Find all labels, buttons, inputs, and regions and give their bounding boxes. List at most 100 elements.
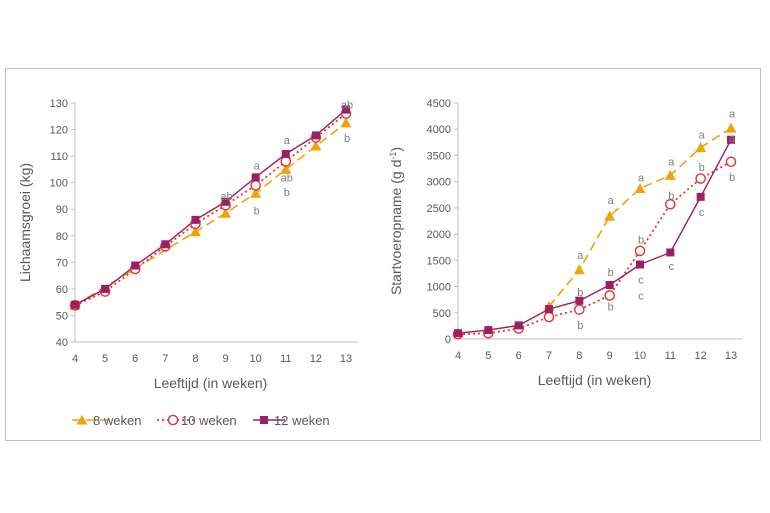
left-y-tick-label: 40 (56, 337, 68, 349)
right-point-10-weken (725, 156, 737, 168)
figure-frame (5, 68, 761, 441)
right-series-line-12-weken (457, 139, 732, 334)
right-significance-letter: c (638, 275, 644, 287)
right-point-10-weken (604, 290, 615, 301)
left-point-12-weken (161, 240, 170, 249)
left-y-tick-label: 120 (50, 125, 68, 137)
right-point-12-weken (454, 329, 462, 338)
legend-label-10-weken: 10 weken (181, 413, 237, 428)
right-significance-letter: a (668, 157, 675, 169)
right-point-12-weken (666, 248, 675, 257)
left-point-12-weken (311, 131, 320, 140)
chart-lichaamsgroei: 40 50 60 70 80 90 100 110 120 130 4 5 6 7 8 9 10 11 12 13 Le… (17, 98, 358, 391)
right-point-12-weken (514, 321, 523, 330)
left-x-tick-label: 9 (222, 353, 228, 365)
right-x-axis-label: Leeftijd (in weken) (538, 372, 652, 388)
left-y-axis-label: Lichaamsgroei (kg) (17, 163, 33, 282)
left-point-12-weken (71, 300, 79, 309)
legend-label-12-weken: 12 weken (274, 413, 330, 428)
legend-item-12-weken: 12 weken (253, 413, 330, 428)
right-y-tick-label: 500 (433, 308, 451, 320)
right-significance-letter: c (669, 261, 675, 273)
left-significance-letter: ab (341, 99, 353, 111)
right-significance-letter: a (638, 172, 645, 184)
left-point-8-weken (280, 163, 292, 174)
right-significance-letter: c (699, 207, 705, 219)
right-x-tick-label: 13 (725, 350, 737, 362)
left-x-tick-label: 10 (250, 353, 262, 365)
right-point-12-weken (545, 305, 553, 314)
left-point-8-weken (250, 187, 262, 198)
right-y-axis-label: Startvoeropname (g d-1) (388, 147, 404, 295)
right-y-tick-label: 3500 (427, 150, 451, 162)
left-point-12-weken (191, 215, 200, 224)
right-point-10-weken (574, 304, 585, 315)
right-point-12-weken (636, 260, 644, 269)
right-point-8-weken (725, 122, 737, 133)
right-significance-letter: b (729, 172, 735, 184)
right-significance-letter: a (729, 133, 736, 145)
left-y-tick-label: 90 (56, 204, 68, 216)
right-significance-letter: c (638, 290, 644, 302)
right-y-tick-label: 4500 (427, 98, 451, 110)
right-x-tick-label: 6 (516, 350, 522, 362)
right-point-8-weken (634, 182, 646, 193)
left-x-tick-label: 11 (280, 353, 291, 365)
right-point-8-weken (604, 210, 616, 221)
right-point-10-weken (665, 198, 676, 210)
left-x-tick-label: 5 (102, 353, 108, 365)
left-y-tick-label: 100 (50, 178, 68, 190)
left-point-8-weken (189, 226, 201, 237)
left-x-tick-label: 6 (132, 353, 138, 365)
chart-startvoeropname: 0 500 1000 1500 2000 2500 3000 3500 4000 4500 4 5 6 7… (388, 98, 743, 388)
left-point-12-weken (342, 105, 350, 114)
left-x-axis-label: Leeftijd (in weken) (154, 375, 268, 391)
left-significance-letter: b (284, 187, 290, 199)
right-point-12-weken (605, 280, 614, 289)
left-point-12-weken (101, 284, 110, 293)
right-significance-letter: a (729, 108, 736, 120)
right-significance-letter: a (608, 195, 615, 207)
right-x-tick-label: 10 (634, 350, 646, 362)
right-significance-letter: b (608, 267, 614, 279)
right-y-tick-label: 3000 (427, 177, 451, 189)
left-x-tick-label: 13 (340, 353, 352, 365)
right-significance-letter: b (699, 162, 705, 174)
left-point-8-weken (310, 140, 322, 151)
left-y-tick-label: 50 (56, 310, 68, 322)
left-significance-letter: a (284, 135, 291, 147)
left-significance-letter: ab (281, 172, 293, 184)
right-point-10-weken (543, 311, 555, 323)
legend: 8 weken 10 weken 12 weken (72, 413, 330, 428)
right-x-tick-label: 11 (665, 350, 676, 362)
right-significance-letter: b (638, 234, 644, 246)
right-y-tick-label: 0 (445, 334, 451, 346)
left-point-12-weken (221, 197, 230, 206)
left-x-tick-label: 7 (162, 353, 168, 365)
right-significance-letter: a (577, 250, 584, 262)
left-significance-letter: a (254, 160, 261, 172)
right-point-12-weken (727, 135, 735, 144)
left-point-12-weken (281, 149, 290, 158)
right-point-12-weken (484, 326, 493, 335)
right-y-tick-label: 4000 (427, 124, 451, 136)
legend-marker-8-weken (76, 415, 88, 425)
left-series-line-10-weken (74, 112, 347, 307)
right-significance-letter: b (668, 190, 674, 202)
right-y-tick-label: 2000 (427, 229, 451, 241)
right-series-line-10-weken (457, 160, 732, 336)
right-significance-letter: b (577, 287, 583, 299)
right-y-tick-label: 1500 (427, 255, 451, 267)
right-x-tick-label: 12 (695, 350, 707, 362)
right-point-8-weken (695, 142, 707, 153)
left-x-tick-label: 8 (192, 353, 198, 365)
left-series-line-12-weken (74, 109, 347, 306)
right-x-tick-label: 4 (455, 350, 461, 362)
right-point-10-weken (634, 245, 646, 257)
legend-marker-10-weken (167, 414, 179, 426)
right-x-tick-label: 5 (485, 350, 491, 362)
left-x-tick-label: 12 (310, 353, 322, 365)
left-y-tick-label: 70 (56, 257, 68, 269)
left-significance-letter: ab (220, 191, 232, 203)
left-point-10-weken (250, 180, 261, 191)
